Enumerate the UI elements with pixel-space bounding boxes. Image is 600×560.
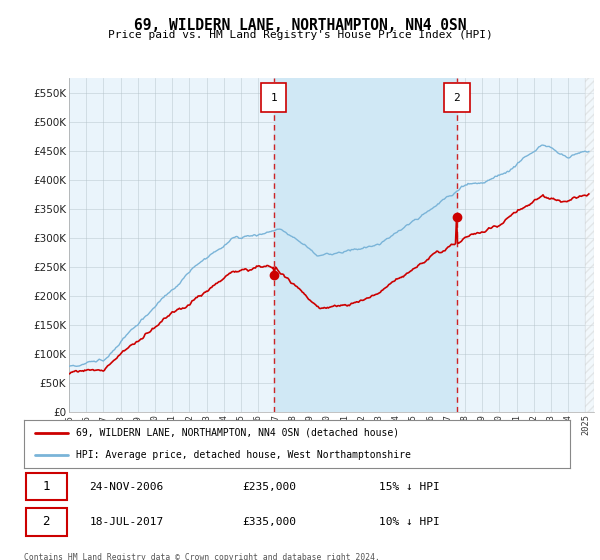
Text: 24-NOV-2006: 24-NOV-2006 <box>89 482 164 492</box>
Bar <box>274 78 457 412</box>
Text: 69, WILDERN LANE, NORTHAMPTON, NN4 0SN (detached house): 69, WILDERN LANE, NORTHAMPTON, NN4 0SN (… <box>76 428 399 438</box>
Text: 10% ↓ HPI: 10% ↓ HPI <box>379 517 440 527</box>
Text: 15% ↓ HPI: 15% ↓ HPI <box>379 482 440 492</box>
Text: 2: 2 <box>454 93 460 102</box>
FancyBboxPatch shape <box>261 83 286 112</box>
Text: Contains HM Land Registry data © Crown copyright and database right 2024.
This d: Contains HM Land Registry data © Crown c… <box>24 553 380 560</box>
Text: HPI: Average price, detached house, West Northamptonshire: HPI: Average price, detached house, West… <box>76 450 411 460</box>
FancyBboxPatch shape <box>445 83 470 112</box>
Text: 1: 1 <box>271 93 277 102</box>
Text: 1: 1 <box>42 480 50 493</box>
Text: 18-JUL-2017: 18-JUL-2017 <box>89 517 164 527</box>
Text: 69, WILDERN LANE, NORTHAMPTON, NN4 0SN: 69, WILDERN LANE, NORTHAMPTON, NN4 0SN <box>134 18 466 33</box>
Text: 2: 2 <box>42 515 50 529</box>
Text: £335,000: £335,000 <box>242 517 296 527</box>
Text: £235,000: £235,000 <box>242 482 296 492</box>
Text: Price paid vs. HM Land Registry's House Price Index (HPI): Price paid vs. HM Land Registry's House … <box>107 30 493 40</box>
FancyBboxPatch shape <box>26 508 67 536</box>
FancyBboxPatch shape <box>26 473 67 501</box>
